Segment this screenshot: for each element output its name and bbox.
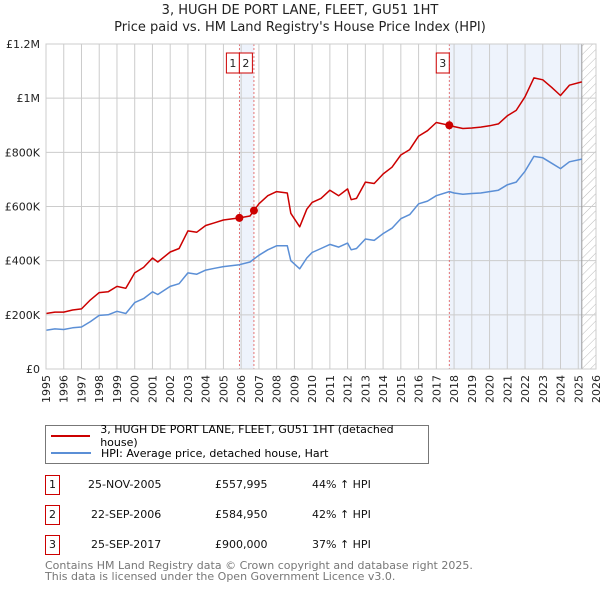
legend-label: HPI: Average price, detached house, Hart <box>101 446 329 460</box>
x-tick-label: 2012 <box>342 375 355 403</box>
hpi-line <box>45 155 582 332</box>
legend-item-property: 3, HUGH DE PORT LANE, FLEET, GU51 1HT (d… <box>51 423 428 449</box>
x-tick-label: 2026 <box>590 375 600 403</box>
legend-red-line <box>51 435 91 437</box>
x-tick-label: 2004 <box>200 375 213 403</box>
sale-price: £900,000 <box>215 538 268 551</box>
x-tick-label: 2013 <box>359 375 372 403</box>
x-tick-label: 2020 <box>484 375 497 403</box>
y-tick-label: £800K <box>5 146 41 159</box>
sale-hpi-diff: 44% ↑ HPI <box>312 478 371 491</box>
chart-title: 3, HUGH DE PORT LANE, FLEET, GU51 1HT <box>161 3 439 18</box>
sale-price: £584,950 <box>215 508 268 521</box>
x-tick-label: 2016 <box>413 375 426 403</box>
x-tick-label: 1995 <box>40 375 53 403</box>
x-tick-label: 2005 <box>217 375 230 403</box>
x-tick-label: 2023 <box>537 375 550 403</box>
y-tick-label: £200K <box>5 309 41 322</box>
plot-border <box>45 43 597 370</box>
x-tick-label: 1999 <box>111 375 124 403</box>
footer-licence: This data is licensed under the Open Gov… <box>45 570 396 583</box>
sale-date: 22-SEP-2006 <box>91 508 162 521</box>
x-tick-label: 2010 <box>306 375 319 403</box>
x-tick-label: 2022 <box>519 375 532 403</box>
legend: 3, HUGH DE PORT LANE, FLEET, GU51 1HT (d… <box>45 423 429 464</box>
x-tick-label: 1996 <box>58 375 71 403</box>
sale-price: £557,995 <box>215 478 268 491</box>
sale-label-box <box>435 52 450 74</box>
sale-number: 3 <box>45 535 60 555</box>
plot-area: 1995 1996 1997 1998 1999 2000 2001 2002 2003 2004… <box>5 38 600 403</box>
x-tick-label: 2001 <box>146 375 159 403</box>
x-tick-label: 2002 <box>164 375 177 403</box>
x-tick-label: 2019 <box>466 375 479 403</box>
sale-hpi-diff: 37% ↑ HPI <box>312 538 371 551</box>
x-tick-label: 2000 <box>129 375 142 403</box>
x-tick-label: 2009 <box>288 375 301 403</box>
x-tick-label: 2015 <box>395 375 408 403</box>
sale-number: 2 <box>45 505 60 525</box>
x-tick-label: 2011 <box>324 375 337 403</box>
legend-blue-line <box>51 452 91 454</box>
sale-point <box>249 206 258 215</box>
y-tick-label: £600K <box>5 201 41 214</box>
sale-date: 25-SEP-2017 <box>91 538 162 551</box>
sale-label: 3 <box>439 57 446 70</box>
x-tick-label: 1998 <box>93 375 106 403</box>
chart-subtitle: Price paid vs. HM Land Registry's House … <box>114 20 486 35</box>
x-tick-label: 2021 <box>501 375 514 403</box>
x-tick-label: 1997 <box>75 375 88 403</box>
x-tick-label: 2014 <box>377 375 390 403</box>
x-tick-label: 2024 <box>555 375 568 403</box>
footer-copyright: Contains HM Land Registry data © Crown c… <box>45 559 473 572</box>
x-tick-label: 2007 <box>253 375 266 403</box>
table-row: 3 25-SEP-2017 £900,000 37% ↑ HPI <box>45 535 465 557</box>
legend-item-hpi: HPI: Average price, detached house, Hart <box>51 445 328 461</box>
x-tick-label: 2006 <box>235 375 248 403</box>
footer: Contains HM Land Registry data © Crown c… <box>45 560 473 582</box>
sale-label: 2 <box>242 57 249 70</box>
x-tick-label: 2003 <box>182 375 195 403</box>
legend-label: 3, HUGH DE PORT LANE, FLEET, GU51 1HT (d… <box>100 423 394 449</box>
sale-number: 1 <box>45 475 60 495</box>
sale-point <box>235 213 244 222</box>
sale-hpi-diff: 42% ↑ HPI <box>312 508 371 521</box>
sale-label-box <box>238 52 253 74</box>
table-row: 1 25-NOV-2005 £557,995 44% ↑ HPI <box>45 475 465 497</box>
y-tick-label: £1.2M <box>6 38 40 51</box>
y-tick-label: £1M <box>17 92 41 105</box>
table-row: 2 22-SEP-2006 £584,950 42% ↑ HPI <box>45 505 465 527</box>
x-tick-label: 2018 <box>448 375 461 403</box>
x-tick-label: 2025 <box>572 375 585 403</box>
x-tick-label: 2017 <box>430 375 443 403</box>
sale-point <box>445 121 454 130</box>
property-price-line <box>45 77 582 315</box>
x-tick-label: 2008 <box>271 375 284 403</box>
y-tick-label: £0 <box>26 363 40 376</box>
sale-date: 25-NOV-2005 <box>88 478 162 491</box>
sale-label: 1 <box>229 57 236 70</box>
y-tick-label: £400K <box>5 255 41 268</box>
